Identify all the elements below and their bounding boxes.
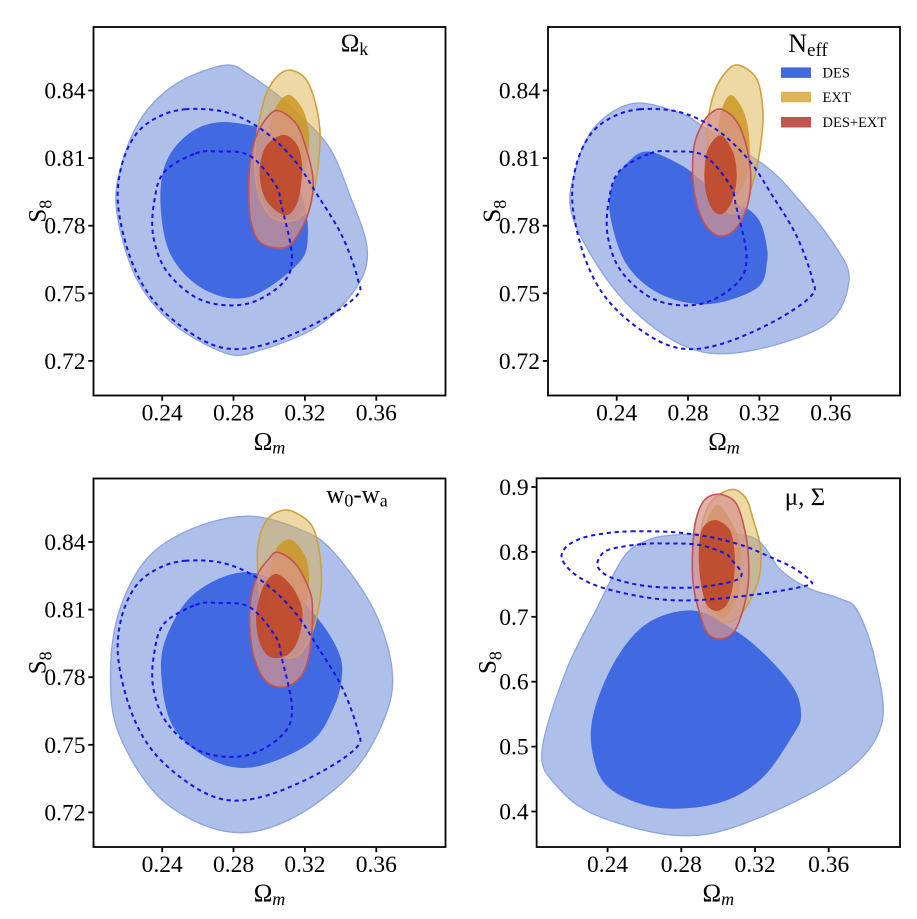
svg-text:0.24: 0.24 [587, 852, 628, 878]
svg-text:0.75: 0.75 [499, 281, 540, 307]
svg-text:Ωm: Ωm [254, 880, 286, 909]
svg-text:0.84: 0.84 [44, 79, 85, 105]
svg-text:0.75: 0.75 [44, 281, 85, 307]
svg-text:EXT: EXT [823, 90, 851, 106]
svg-text:w0-wa: w0-wa [326, 482, 387, 511]
svg-text:0.72: 0.72 [499, 349, 540, 375]
svg-text:0.28: 0.28 [213, 401, 254, 427]
svg-text:DES: DES [823, 66, 850, 82]
svg-text:0.75: 0.75 [44, 733, 85, 759]
svg-text:0.24: 0.24 [142, 401, 183, 427]
svg-text:0.78: 0.78 [44, 665, 85, 691]
svg-text:Ωm: Ωm [254, 429, 286, 458]
svg-text:0.32: 0.32 [734, 852, 775, 878]
svg-text:0.32: 0.32 [284, 401, 325, 427]
svg-text:0.36: 0.36 [808, 852, 849, 878]
svg-text:0.24: 0.24 [596, 401, 637, 427]
svg-text:0.6: 0.6 [499, 670, 529, 696]
svg-text:0.9: 0.9 [499, 475, 528, 501]
svg-text:Ωm: Ωm [708, 429, 740, 458]
svg-text:DES+EXT: DES+EXT [823, 115, 887, 131]
svg-text:0.78: 0.78 [44, 214, 85, 240]
svg-text:0.84: 0.84 [499, 79, 540, 105]
svg-text:μ, Σ: μ, Σ [785, 484, 825, 511]
svg-text:0.84: 0.84 [44, 530, 85, 556]
svg-text:0.4: 0.4 [499, 800, 529, 826]
svg-text:0.36: 0.36 [810, 401, 851, 427]
svg-text:0.32: 0.32 [739, 401, 780, 427]
svg-text:0.72: 0.72 [44, 800, 85, 826]
svg-text:0.7: 0.7 [499, 605, 529, 631]
svg-text:0.72: 0.72 [44, 349, 85, 375]
svg-text:0.78: 0.78 [499, 214, 540, 240]
svg-text:0.81: 0.81 [44, 598, 85, 624]
svg-text:0.36: 0.36 [356, 401, 397, 427]
svg-text:0.81: 0.81 [44, 146, 85, 172]
svg-text:0.28: 0.28 [667, 401, 708, 427]
svg-text:0.24: 0.24 [142, 852, 183, 878]
svg-text:0.8: 0.8 [499, 540, 528, 566]
svg-text:0.36: 0.36 [356, 852, 397, 878]
svg-text:0.5: 0.5 [499, 735, 528, 761]
svg-text:0.28: 0.28 [213, 852, 254, 878]
svg-text:0.32: 0.32 [284, 852, 325, 878]
svg-text:0.28: 0.28 [661, 852, 702, 878]
svg-text:0.81: 0.81 [499, 146, 540, 172]
